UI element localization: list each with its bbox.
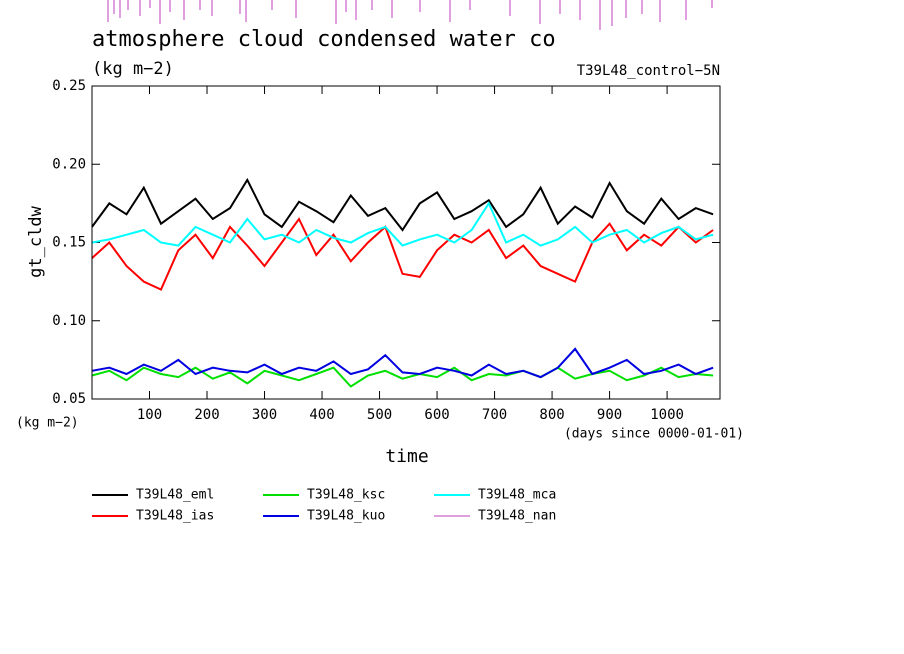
x-tick-label: 400 <box>309 407 334 423</box>
legend-label: T39L48_nan <box>478 509 556 524</box>
x-tick-label: 700 <box>482 407 507 423</box>
nan-artifacts <box>107 0 713 30</box>
series-line <box>91 366 714 388</box>
chart-title: atmosphere cloud condensed water co <box>92 27 556 52</box>
x-tick-label: 1000 <box>650 407 684 423</box>
legend-label: T39L48_mca <box>478 488 556 503</box>
plot-frame <box>91 85 721 400</box>
y-tick-label: 0.15 <box>52 235 86 251</box>
subtitle: (kg m−2) <box>92 59 174 79</box>
plot: 0.05 0.10 0.15 0.20 0.25 100 200 300 400 500 600 70… <box>52 78 720 423</box>
legend-label: T39L48_eml <box>136 488 214 503</box>
y-tick-label: 0.05 <box>52 391 86 407</box>
y-tick-label: 0.25 <box>52 78 86 94</box>
y-units: (kg m−2) <box>16 416 79 431</box>
x-tick-label: 300 <box>252 407 277 423</box>
legend-label: T39L48_ias <box>136 509 214 524</box>
x-tick-label: 800 <box>539 407 564 423</box>
x-tick-label: 900 <box>597 407 622 423</box>
x-axis-label: time <box>385 446 428 467</box>
x-tick-label: 500 <box>367 407 392 423</box>
x-units: (days since 0000-01-01) <box>564 427 744 442</box>
x-tick-label: 600 <box>424 407 449 423</box>
legend: T39L48_eml T39L48_ias T39L48_ksc T39L48_kuo… <box>92 488 556 524</box>
y-tick-label: 0.20 <box>52 156 86 172</box>
y-axis-label: gt_cldw <box>26 205 46 277</box>
series-line <box>91 201 714 247</box>
y-tick-label: 0.10 <box>52 313 86 329</box>
legend-label: T39L48_kuo <box>307 509 385 524</box>
legend-label: T39L48_ksc <box>307 488 385 503</box>
x-tick-label: 100 <box>137 407 162 423</box>
annotation: T39L48_control−5N <box>577 63 720 79</box>
series-line <box>91 347 714 379</box>
x-tick-label: 200 <box>194 407 219 423</box>
series-line <box>91 217 714 291</box>
series-line <box>91 177 714 232</box>
